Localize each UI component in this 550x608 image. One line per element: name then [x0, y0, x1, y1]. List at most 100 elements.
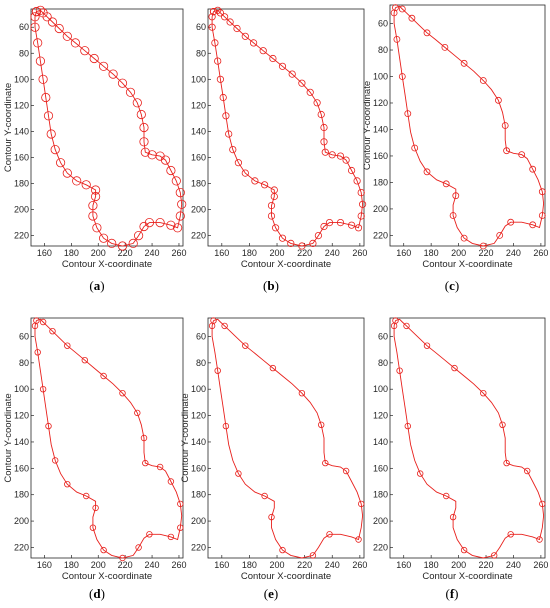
y-tick-label: 160 — [373, 463, 388, 473]
contour-point — [393, 36, 401, 43]
x-axis-label: Contour X-coordinate — [422, 259, 512, 270]
y-tick-label: 100 — [14, 74, 29, 84]
contour-point — [452, 192, 460, 200]
y-tick-label: 100 — [14, 384, 29, 394]
contour-point — [354, 224, 363, 232]
contour-point — [139, 221, 149, 232]
contour-point — [222, 422, 230, 430]
contour-line — [34, 318, 183, 559]
y-tick-label: 120 — [191, 100, 206, 110]
contour-point — [480, 390, 487, 397]
contour-point — [136, 109, 146, 120]
contour-point — [134, 231, 144, 241]
contour-point — [417, 470, 424, 477]
contour-point — [449, 513, 457, 521]
contour-point — [408, 14, 416, 22]
contour-point — [233, 24, 241, 33]
contour-point — [242, 342, 249, 349]
contour-point — [89, 53, 99, 64]
contour-point — [322, 459, 329, 467]
contour-point — [92, 223, 102, 233]
y-tick-label: 100 — [191, 384, 206, 394]
contour-point — [47, 17, 58, 27]
contour-point — [175, 211, 185, 221]
contour-point — [443, 492, 450, 500]
contour-point — [336, 219, 345, 227]
contour-point — [398, 5, 406, 13]
contour-point — [317, 110, 325, 119]
contour-point — [496, 231, 504, 239]
contour-point — [271, 224, 280, 232]
y-tick-label: 140 — [14, 126, 29, 136]
contour-point — [33, 38, 43, 48]
contour-point — [125, 87, 136, 97]
axes-frame — [389, 4, 546, 247]
contour-point — [529, 165, 537, 173]
contour-point — [423, 168, 431, 176]
contour-point — [494, 96, 502, 104]
x-tick-label: 180 — [242, 248, 257, 258]
panel-caption: (e) — [264, 586, 278, 601]
contour-point — [390, 322, 398, 330]
contour-point — [507, 218, 515, 226]
y-tick-label: 160 — [14, 152, 29, 162]
contour-point — [91, 191, 101, 202]
contour-point — [99, 233, 109, 243]
contour-point — [539, 500, 546, 508]
x-tick-label: 260 — [171, 248, 186, 258]
y-tick-label: 120 — [373, 411, 388, 421]
contour-point — [355, 536, 362, 543]
contour-point — [318, 421, 325, 428]
contour-point — [160, 155, 171, 165]
contour-point — [423, 29, 431, 37]
contour-point — [64, 481, 71, 488]
x-tick-label: 160 — [396, 248, 411, 258]
contour-point — [503, 459, 510, 467]
contour-point — [171, 176, 181, 186]
y-tick-label: 120 — [14, 100, 29, 110]
contour-point — [41, 92, 51, 103]
x-tick-label: 200 — [91, 560, 106, 570]
contour-point — [357, 212, 365, 220]
contour-point — [35, 5, 46, 15]
y-tick-label: 120 — [373, 98, 388, 108]
axes-frame — [389, 317, 546, 559]
contour-point — [42, 12, 52, 22]
contour-point — [156, 463, 164, 471]
contour-point — [392, 4, 399, 11]
contour-point — [241, 169, 249, 177]
x-tick-label: 180 — [242, 560, 257, 570]
contour-point — [107, 238, 117, 248]
contour-point — [214, 367, 221, 374]
y-axis-label: Contour Y-coordinate — [3, 83, 14, 172]
contour-point — [298, 242, 306, 250]
contour-point — [267, 212, 276, 220]
contour-point — [538, 212, 546, 219]
x-tick-label: 260 — [352, 248, 367, 258]
y-tick-label: 220 — [373, 230, 388, 240]
axes-frame — [30, 317, 184, 559]
contour-point — [91, 185, 101, 195]
contour-point — [225, 130, 233, 138]
y-tick-label: 60 — [19, 331, 29, 341]
contour-point — [357, 189, 365, 197]
contour-point — [119, 390, 126, 397]
contour-point — [234, 159, 242, 167]
x-tick-label: 240 — [506, 560, 521, 570]
panel-5: 160 180 200 220 240 260 60 80 100 120 140 160 180 200… — [180, 317, 367, 601]
contour-point — [442, 180, 450, 188]
contour-point — [134, 409, 141, 417]
axes-frame — [30, 8, 184, 247]
contour-point — [491, 552, 498, 559]
contour-point — [128, 238, 138, 248]
panel-4: 160 180 200 220 240 260 60 80 100 120 140 160 180 200… — [3, 317, 186, 601]
y-tick-label: 140 — [14, 437, 29, 447]
x-axis-label: Contour X-coordinate — [241, 571, 331, 582]
contour-point — [358, 200, 367, 208]
y-tick-label: 100 — [373, 72, 388, 82]
x-tick-label: 220 — [297, 560, 312, 570]
contour-point — [320, 138, 328, 146]
contour-point — [460, 59, 468, 67]
contour-point — [175, 188, 185, 198]
y-tick-label: 180 — [191, 490, 206, 500]
